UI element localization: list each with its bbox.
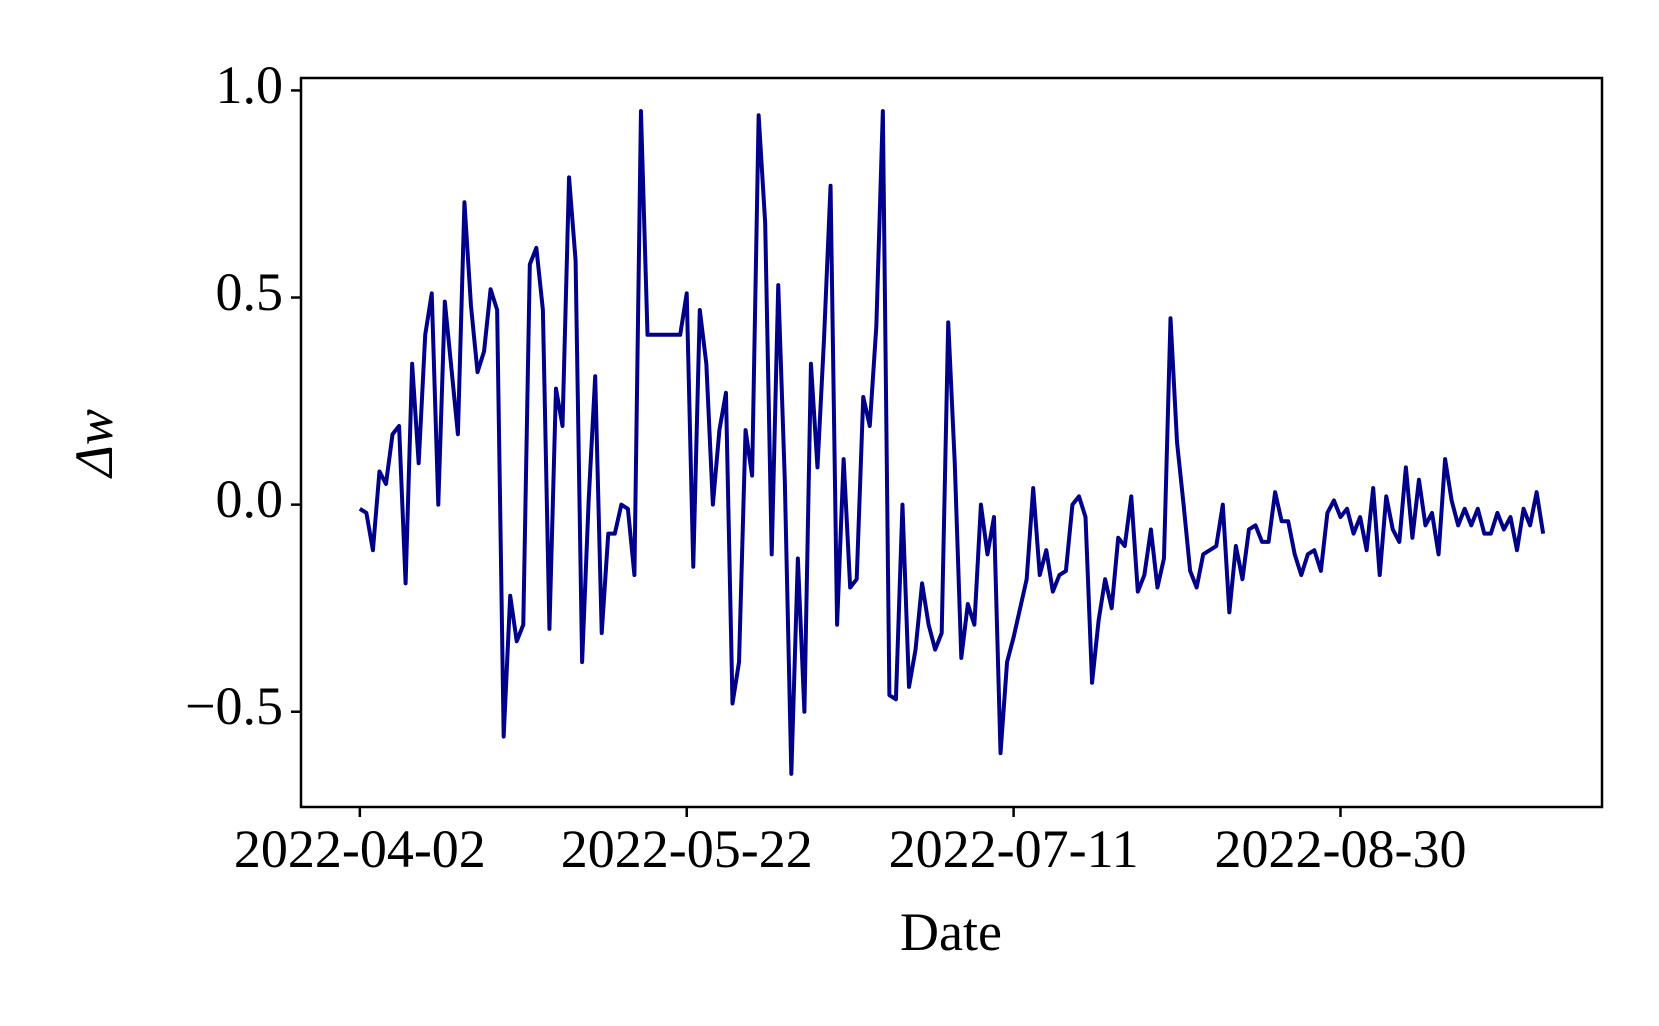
x-tick-label: 2022-08-30	[1215, 819, 1467, 879]
y-tick-label: 0.5	[216, 262, 284, 322]
data-line	[358, 109, 1546, 776]
x-tick-label: 2022-05-22	[561, 819, 813, 879]
x-axis-label: Date	[900, 902, 1002, 962]
plot-frame	[299, 76, 1604, 809]
x-tick-label: 2022-04-02	[234, 819, 486, 879]
y-axis-label: Δw	[64, 409, 124, 479]
y-tick-label: 0.0	[216, 469, 284, 529]
y-tick-label: 1.0	[216, 55, 284, 115]
y-tick-label: −0.5	[185, 676, 283, 736]
x-tick-label: 2022-07-11	[889, 819, 1139, 879]
